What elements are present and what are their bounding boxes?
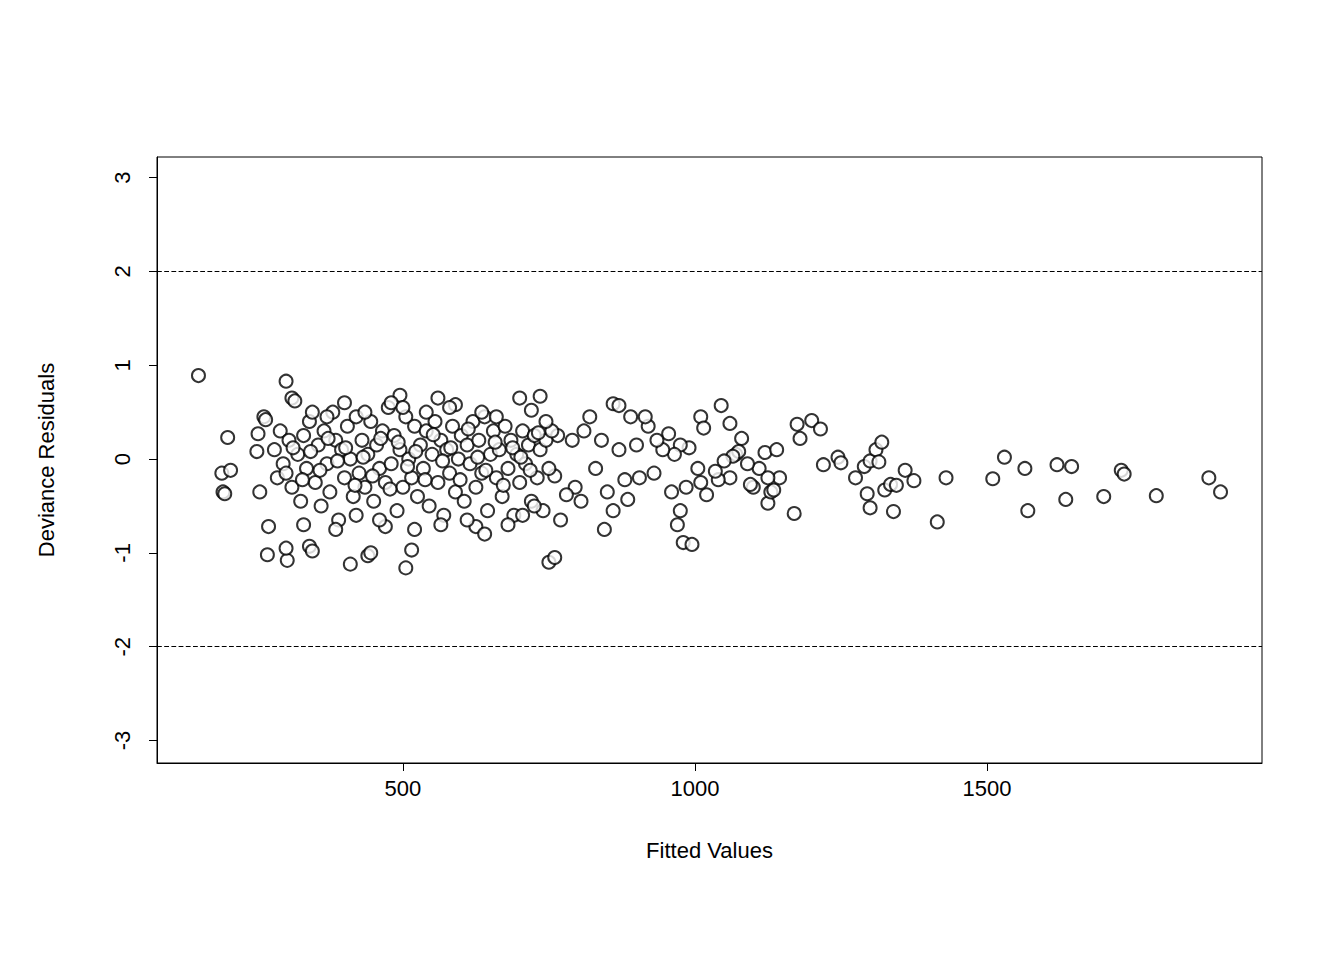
svg-text:1000: 1000 bbox=[670, 776, 719, 801]
svg-text:0: 0 bbox=[110, 453, 135, 465]
svg-text:-1: -1 bbox=[110, 543, 135, 563]
svg-text:2: 2 bbox=[110, 265, 135, 277]
svg-text:1500: 1500 bbox=[962, 776, 1011, 801]
svg-text:3: 3 bbox=[110, 172, 135, 184]
svg-text:Fitted Values: Fitted Values bbox=[646, 838, 773, 863]
svg-text:500: 500 bbox=[385, 776, 422, 801]
svg-text:1: 1 bbox=[110, 359, 135, 371]
svg-text:-2: -2 bbox=[110, 637, 135, 657]
svg-text:-3: -3 bbox=[110, 731, 135, 751]
svg-text:Deviance Residuals: Deviance Residuals bbox=[34, 363, 59, 557]
